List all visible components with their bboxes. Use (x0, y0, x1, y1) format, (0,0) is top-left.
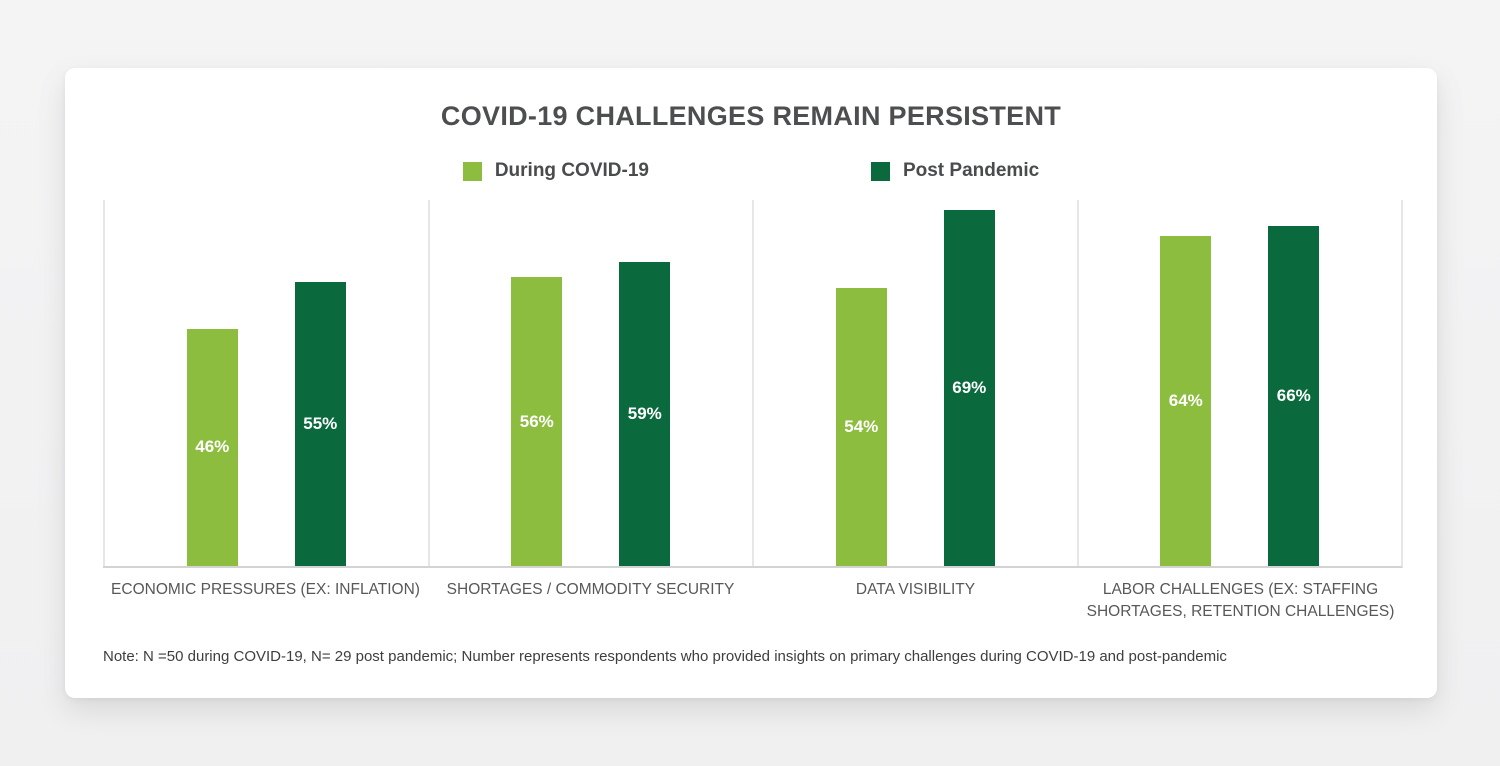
bar-during-covid: 64% (1160, 236, 1212, 566)
bar-value-label: 54% (844, 416, 879, 436)
category-panel: 64% 66% (1076, 200, 1402, 566)
category-label: ECONOMIC PRESSURES (EX: INFLATION) (111, 581, 420, 598)
bar-value-label: 55% (303, 414, 338, 434)
legend-item-during-covid: During COVID-19 (462, 160, 649, 182)
legend-swatch-icon (462, 161, 482, 181)
chart-card: COVID-19 CHALLENGES REMAIN PERSISTENT Du… (65, 68, 1437, 698)
category-label: LABOR CHALLENGES (EX: STAFFING SHORTAGES… (1086, 581, 1395, 620)
category-axis: ECONOMIC PRESSURES (EX: INFLATION) SHORTA… (103, 579, 1403, 622)
bar-during-covid: 46% (186, 328, 238, 566)
plot-area: 46% 55% 56% 59% 54% 69% 64% 66% (103, 200, 1403, 568)
legend-item-post-pandemic: Post Pandemic (870, 160, 1040, 182)
legend-label: During COVID-19 (494, 160, 649, 181)
category-panel: 46% 55% (103, 200, 428, 566)
category-label: SHORTAGES / COMMODITY SECURITY (446, 581, 735, 598)
legend-swatch-icon (870, 161, 890, 181)
category-label: DATA VISIBILITY (855, 581, 976, 598)
bar-during-covid: 54% (835, 287, 887, 566)
legend: During COVID-19 Post Pandemic (65, 160, 1437, 182)
bar-value-label: 59% (627, 403, 662, 423)
category-panel: 54% 69% (752, 200, 1077, 566)
bar-post-pandemic: 55% (294, 282, 346, 566)
bar-post-pandemic: 59% (619, 261, 671, 566)
bar-value-label: 64% (1168, 391, 1203, 411)
bar-during-covid: 56% (511, 277, 563, 566)
bar-post-pandemic: 69% (943, 210, 995, 566)
category-panel: 56% 59% (427, 200, 753, 566)
bar-value-label: 46% (195, 437, 230, 457)
footnote: Note: N =50 during COVID-19, N= 29 post … (103, 648, 1227, 665)
chart-title: COVID-19 CHALLENGES REMAIN PERSISTENT (440, 101, 1062, 131)
bar-value-label: 56% (519, 411, 554, 431)
legend-label: Post Pandemic (902, 160, 1040, 181)
bar-value-label: 69% (952, 378, 987, 398)
bar-post-pandemic: 66% (1268, 225, 1320, 566)
bar-value-label: 66% (1276, 385, 1311, 405)
